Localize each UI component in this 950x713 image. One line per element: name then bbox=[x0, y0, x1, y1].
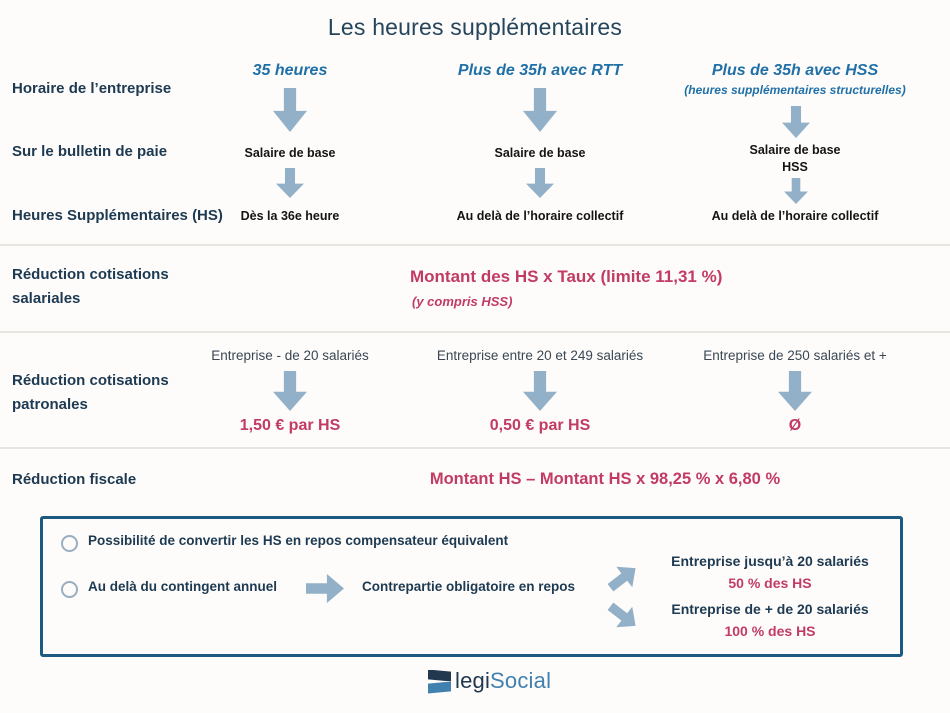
row-label-horaire: Horaire de l’entreprise bbox=[12, 80, 172, 97]
patronal-condition-2: Entreprise entre 20 et 249 salariés bbox=[436, 348, 644, 363]
info-box bbox=[40, 516, 903, 657]
row-label-patronales-2: patronales bbox=[12, 396, 88, 413]
section-divider bbox=[0, 244, 950, 246]
col3-header: Plus de 35h avec HSS bbox=[711, 62, 879, 79]
col2-payslip: Salaire de base bbox=[494, 146, 586, 160]
patronal-value-2: 0,50 € par HS bbox=[489, 417, 591, 434]
down-arrow-icon bbox=[778, 371, 812, 411]
info-bullet-2: Au delà du contingent annuel bbox=[88, 579, 277, 594]
col1-overtime: Dès la 36e heure bbox=[240, 209, 340, 223]
section-divider bbox=[0, 447, 950, 449]
row-label-fiscale: Réduction fiscale bbox=[12, 471, 137, 488]
case1-value: 50 % des HS bbox=[728, 575, 812, 591]
down-arrow-icon bbox=[784, 178, 808, 204]
col2-header: Plus de 35h avec RTT bbox=[457, 62, 623, 79]
circle-bullet-icon bbox=[61, 581, 78, 598]
patronal-condition-1: Entreprise - de 20 salariés bbox=[211, 348, 369, 363]
legisocial-logo: legiSocial bbox=[428, 668, 551, 694]
patronal-condition-3: Entreprise de 250 salariés et + bbox=[703, 348, 887, 363]
patronal-value-1: 1,50 € par HS bbox=[239, 417, 341, 434]
col3-payslip: Salaire de base bbox=[749, 143, 841, 157]
down-arrow-icon bbox=[273, 88, 307, 132]
row-label-heures-sup: Heures Supplémentaires (HS) bbox=[12, 207, 223, 224]
row-label-salariales-1: Réduction cotisations bbox=[12, 266, 169, 283]
salarial-note: (y compris HSS) bbox=[412, 294, 513, 309]
down-arrow-icon bbox=[526, 168, 554, 198]
col3-subheader: (heures supplémentaires structurelles) bbox=[684, 83, 906, 97]
row-label-patronales-1: Réduction cotisations bbox=[12, 372, 169, 389]
down-arrow-icon bbox=[782, 106, 810, 138]
down-arrow-icon bbox=[276, 168, 304, 198]
logo-text-social: Social bbox=[490, 668, 552, 693]
down-arrow-icon bbox=[523, 371, 557, 411]
down-arrow-icon bbox=[273, 371, 307, 411]
section-divider bbox=[0, 331, 950, 333]
circle-bullet-icon bbox=[61, 535, 78, 552]
info-consequence: Contrepartie obligatoire en repos bbox=[362, 579, 576, 594]
legisocial-logo-text: legiSocial bbox=[455, 668, 551, 694]
case1-label: Entreprise jusqu’à 20 salariés bbox=[671, 553, 869, 569]
patronal-value-3: Ø bbox=[788, 417, 802, 434]
case2-label: Entreprise de + de 20 salariés bbox=[671, 601, 869, 617]
col1-header: 35 heures bbox=[252, 62, 328, 79]
page-title: Les heures supplémentaires bbox=[327, 14, 623, 40]
down-arrow-icon bbox=[523, 88, 557, 132]
col3-payslip-hss: HSS bbox=[782, 160, 808, 174]
col3-overtime: Au delà de l’horaire collectif bbox=[711, 209, 879, 223]
salarial-formula: Montant des HS x Taux (limite 11,31 %) bbox=[410, 267, 723, 286]
row-label-bulletin: Sur le bulletin de paie bbox=[12, 143, 168, 160]
row-label-salariales-2: salariales bbox=[12, 290, 81, 307]
col2-overtime: Au delà de l’horaire collectif bbox=[456, 209, 624, 223]
case2-value: 100 % des HS bbox=[724, 623, 816, 639]
col1-payslip: Salaire de base bbox=[244, 146, 336, 160]
legisocial-logo-icon bbox=[428, 669, 451, 694]
fiscal-formula: Montant HS – Montant HS x 98,25 % x 6,80… bbox=[429, 470, 781, 488]
info-bullet-1: Possibilité de convertir les HS en repos… bbox=[88, 533, 509, 548]
logo-text-legi: legi bbox=[455, 668, 491, 693]
